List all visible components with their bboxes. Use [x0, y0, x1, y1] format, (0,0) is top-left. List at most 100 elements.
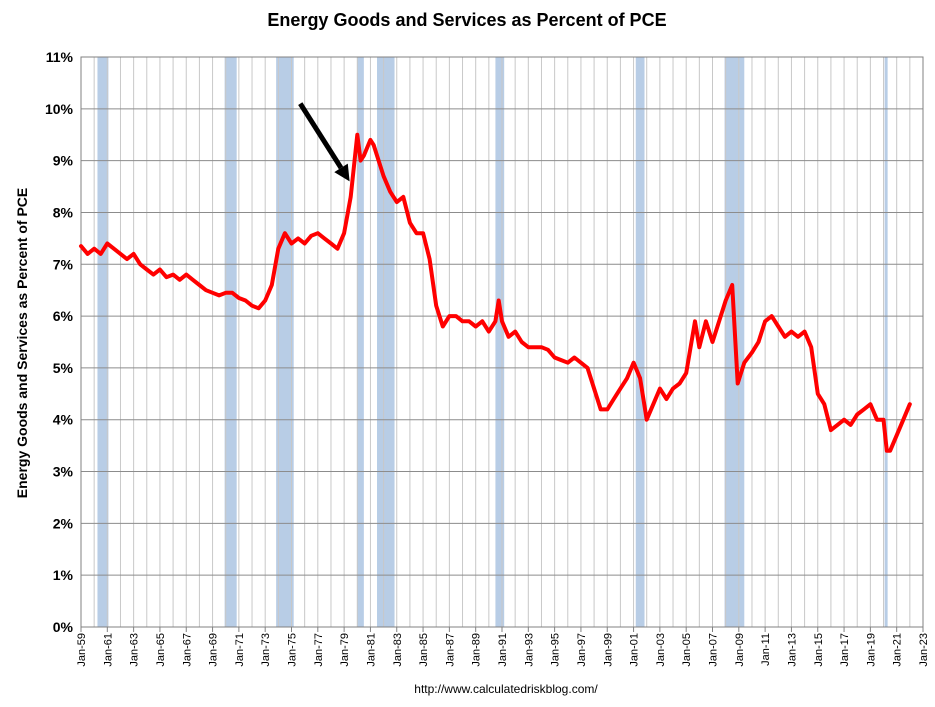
data-point [441, 325, 445, 328]
recession-band-3 [276, 57, 294, 627]
data-point [283, 231, 287, 235]
annotation-arrow-head [334, 163, 350, 182]
x-tick-label: Jan-79 [339, 633, 351, 667]
data-point [612, 397, 616, 401]
data-point [349, 195, 353, 199]
data-point [599, 407, 603, 411]
source-url: http://www.calculatedriskblog.com/ [414, 682, 598, 696]
data-point [586, 366, 589, 370]
y-tick-label: 2% [53, 515, 74, 531]
x-tick-label: Jan-21 [892, 633, 904, 667]
data-point [625, 376, 629, 380]
x-tick-label: Jan-09 [734, 633, 746, 667]
data-point [158, 268, 162, 271]
recession-band-7 [635, 57, 645, 627]
gridlines [80, 56, 924, 628]
recession-band-6 [495, 57, 505, 627]
data-point [717, 319, 721, 323]
data-point [553, 356, 557, 359]
y-tick-label: 7% [53, 256, 74, 272]
x-tick-label: Jan-81 [365, 633, 377, 667]
x-tick-label: Jan-97 [576, 633, 588, 667]
data-point [855, 413, 859, 416]
data-point [572, 356, 576, 359]
data-point [908, 402, 912, 406]
x-tick-label: Jan-61 [102, 633, 114, 667]
data-point [204, 288, 208, 292]
data-point [184, 273, 188, 277]
data-point [290, 242, 293, 245]
data-point [112, 247, 116, 251]
data-point [882, 418, 885, 422]
recession-bands [97, 57, 888, 627]
x-tick-label: Jan-07 [708, 633, 720, 667]
data-point [829, 428, 833, 432]
x-tick-label: Jan-89 [471, 633, 483, 667]
data-point [704, 319, 708, 323]
data-point [730, 283, 734, 287]
data-point [566, 361, 570, 365]
recession-band-5 [377, 57, 395, 627]
data-point [742, 361, 746, 365]
data-point [579, 361, 583, 365]
data-point [92, 247, 96, 251]
data-point [359, 159, 363, 163]
x-tick-label: Jan-03 [655, 633, 667, 667]
series-line-1 [79, 132, 912, 453]
data-point [757, 340, 760, 344]
data-point [507, 335, 511, 339]
data-point [497, 299, 501, 302]
data-point [138, 262, 142, 266]
data-point [684, 371, 688, 375]
x-tick-label: Jan-69 [208, 633, 220, 667]
annotations [298, 102, 350, 182]
recession-band-9 [884, 57, 888, 627]
data-point [632, 361, 636, 365]
x-tick-label: Jan-23 [918, 633, 930, 667]
data-point [546, 348, 550, 352]
data-point [822, 402, 826, 406]
data-point [862, 407, 866, 411]
data-point [375, 154, 379, 157]
data-point [658, 387, 662, 391]
annotation-arrow-shaft [298, 102, 344, 170]
data-point [230, 291, 234, 295]
x-tick-label: Jan-71 [234, 633, 246, 667]
data-point [816, 392, 820, 396]
x-tick-label: Jan-63 [129, 633, 141, 667]
data-point [770, 314, 774, 318]
data-point [513, 330, 517, 334]
data-point [736, 382, 740, 385]
recession-band-1 [97, 57, 109, 627]
data-point [559, 358, 563, 362]
data-point [678, 382, 682, 385]
data-point [480, 319, 484, 323]
y-tick-label: 0% [53, 619, 74, 635]
data-point [776, 325, 780, 328]
data-point [474, 325, 478, 328]
data-point [533, 345, 537, 349]
data-point [454, 314, 458, 318]
data-point [415, 231, 418, 235]
data-point [750, 350, 754, 354]
x-tick-label: Jan-13 [786, 633, 798, 667]
y-axis-label: Energy Goods and Services as Percent of … [14, 188, 30, 498]
data-point [211, 291, 215, 295]
data-point [342, 231, 346, 235]
data-point [316, 231, 320, 235]
data-point [868, 402, 872, 406]
data-point [487, 330, 491, 334]
x-tick-label: Jan-83 [392, 633, 404, 667]
data-point [401, 195, 405, 199]
data-point [809, 345, 813, 349]
data-point [895, 433, 899, 437]
data-point [875, 418, 879, 422]
x-tick-label: Jan-87 [444, 633, 456, 667]
data-series [79, 132, 912, 453]
data-point [237, 296, 241, 300]
data-point [263, 299, 267, 302]
data-point [132, 252, 136, 256]
data-point [329, 242, 333, 245]
x-tick-label: Jan-11 [760, 633, 772, 666]
x-tick-label: Jan-17 [839, 633, 851, 667]
